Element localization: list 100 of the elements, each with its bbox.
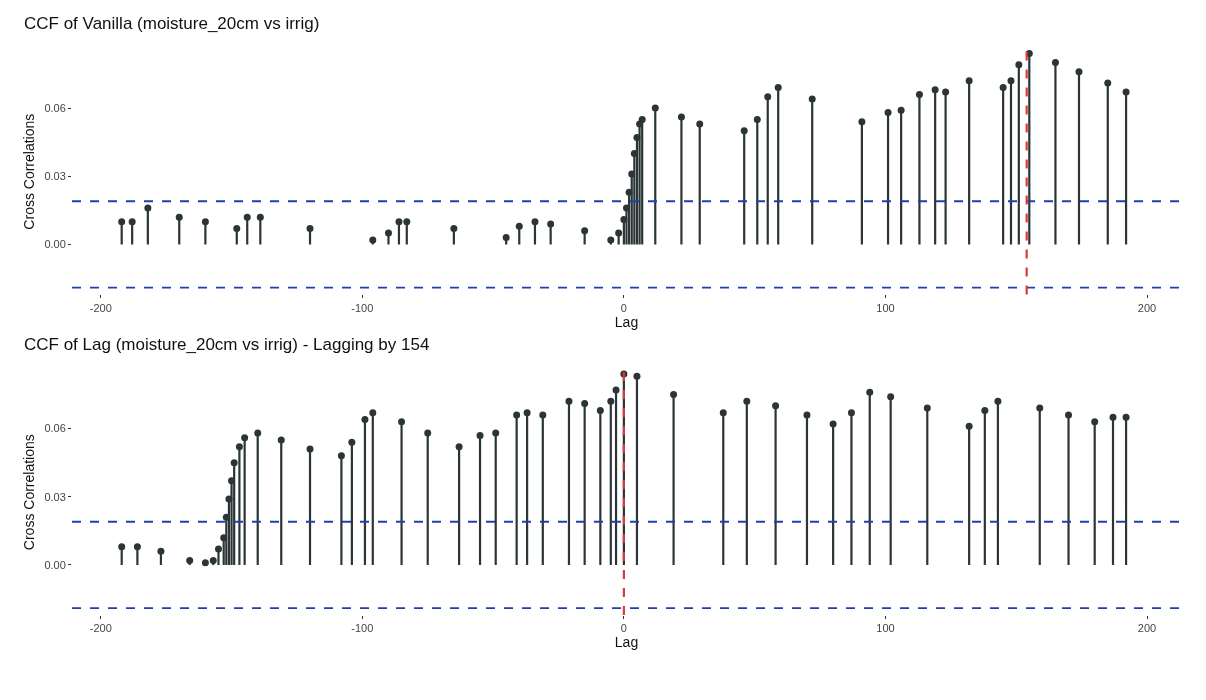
x-tick-label: -100 — [351, 622, 374, 635]
x-tick-label: -100 — [351, 301, 374, 314]
point — [277, 436, 285, 444]
point — [596, 406, 604, 414]
point — [1122, 413, 1130, 421]
y-tick-label: 0.03 — [44, 170, 66, 183]
point — [1104, 79, 1112, 87]
point — [847, 409, 855, 417]
point — [1051, 59, 1059, 67]
x-tick-label: 0 — [620, 622, 627, 635]
point — [965, 77, 973, 85]
point — [118, 218, 126, 226]
point — [502, 234, 510, 242]
point — [638, 115, 646, 123]
point — [241, 434, 249, 442]
point — [201, 218, 209, 226]
point — [772, 402, 780, 410]
point — [915, 90, 923, 98]
point — [670, 390, 678, 398]
point — [651, 104, 659, 112]
point — [403, 218, 411, 226]
point — [633, 372, 641, 380]
point — [866, 388, 874, 396]
point — [808, 95, 816, 103]
y-tick-label: 0.00 — [44, 558, 66, 571]
point — [999, 84, 1007, 92]
point — [625, 188, 633, 196]
point — [214, 545, 222, 553]
point — [1065, 411, 1073, 419]
y-tick-label: 0.03 — [44, 490, 66, 503]
y-axis-title: Cross Correlations — [20, 434, 37, 551]
chart-title: CCF of Vanilla (moisture_20cm vs irrig) — [24, 14, 320, 33]
point — [254, 429, 262, 437]
point — [829, 420, 837, 428]
point — [1075, 68, 1083, 76]
point — [803, 411, 811, 419]
point — [523, 409, 531, 417]
point — [220, 534, 228, 542]
point — [1091, 418, 1099, 426]
point — [581, 227, 589, 235]
chart-title: CCF of Lag (moisture_20cm vs irrig) - Lagging by 154 — [24, 335, 430, 354]
point — [175, 213, 183, 221]
point — [515, 222, 523, 230]
point — [337, 452, 345, 460]
x-tick-label: -200 — [89, 301, 112, 314]
y-tick-label: 0.06 — [44, 422, 66, 435]
point — [764, 93, 772, 101]
point — [539, 411, 547, 419]
point — [455, 443, 463, 451]
y-axis-title: Cross Correlations — [20, 113, 37, 230]
point — [133, 543, 141, 551]
point — [450, 225, 458, 233]
point — [144, 204, 152, 212]
point — [719, 409, 727, 417]
point — [128, 218, 136, 226]
point — [1109, 413, 1117, 421]
point — [1015, 61, 1023, 69]
x-tick-label: 0 — [620, 301, 627, 314]
point — [384, 229, 392, 237]
point — [398, 418, 406, 426]
point — [965, 422, 973, 430]
point — [931, 86, 939, 94]
point — [696, 120, 704, 128]
y-tick-label: 0.06 — [44, 101, 66, 114]
point — [607, 397, 615, 405]
point — [1007, 77, 1015, 85]
point — [677, 113, 685, 121]
point — [157, 547, 165, 555]
point — [858, 118, 866, 126]
point — [306, 445, 314, 453]
point — [230, 459, 238, 467]
point — [740, 127, 748, 135]
point — [118, 543, 126, 551]
point — [225, 495, 233, 503]
point — [256, 213, 264, 221]
point — [753, 115, 761, 123]
point — [531, 218, 539, 226]
point — [981, 406, 989, 414]
point — [887, 393, 895, 401]
point — [1036, 404, 1044, 412]
y-tick-label: 0.00 — [44, 238, 66, 251]
point — [620, 215, 628, 223]
x-tick-label: 100 — [876, 301, 895, 314]
point — [235, 443, 243, 451]
point — [633, 134, 641, 142]
x-tick-label: 200 — [1137, 622, 1157, 635]
point — [884, 109, 892, 117]
x-tick-label: 200 — [1137, 301, 1157, 314]
point — [1122, 88, 1130, 96]
point — [774, 84, 782, 92]
point — [628, 170, 636, 178]
point — [923, 404, 931, 412]
point — [581, 400, 589, 408]
x-axis-title: Lag — [614, 634, 639, 651]
point — [743, 397, 751, 405]
x-axis-title: Lag — [614, 313, 639, 330]
point — [994, 397, 1002, 405]
point — [424, 429, 432, 437]
point — [243, 213, 251, 221]
point — [612, 386, 620, 394]
